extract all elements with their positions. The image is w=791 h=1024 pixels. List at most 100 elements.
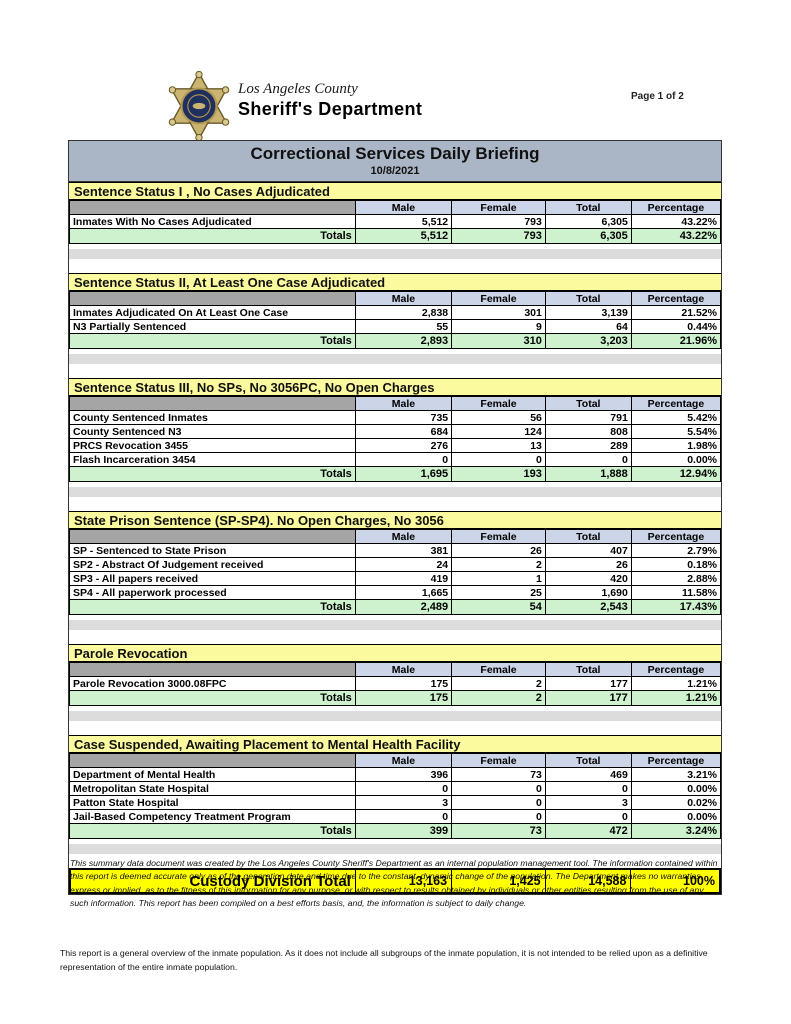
- gap-gray-band: [69, 844, 721, 854]
- section-title: Sentence Status III, No SPs, No 3056PC, …: [69, 378, 721, 396]
- row-value: 0: [544, 809, 632, 824]
- row-value: 791: [544, 410, 632, 425]
- row-label: County Sentenced Inmates: [69, 410, 356, 425]
- report-section: Sentence Status II, At Least One Case Ad…: [69, 273, 722, 378]
- row-value: 0: [451, 781, 546, 796]
- table-row: County Sentenced N3 684 124 808 5.54%: [69, 424, 722, 439]
- totals-value: 1,888: [544, 466, 632, 482]
- section-title: Parole Revocation: [69, 644, 721, 662]
- totals-value: 310: [451, 333, 546, 349]
- row-value: 396: [354, 767, 453, 782]
- section-gap: [69, 620, 721, 644]
- totals-value: 1.21%: [630, 690, 722, 706]
- row-value: 808: [544, 424, 632, 439]
- row-value: 25: [451, 585, 546, 600]
- row-value: 26: [544, 557, 632, 572]
- report-title-band: Correctional Services Daily Briefing 10/…: [69, 141, 721, 182]
- column-header-row: Male Female Total Percentage: [69, 662, 722, 677]
- report-section: State Prison Sentence (SP-SP4). No Open …: [69, 511, 722, 644]
- row-label: Metropolitan State Hospital: [69, 781, 356, 796]
- section-gap: [69, 487, 721, 511]
- totals-value: 43.22%: [630, 228, 722, 244]
- totals-value: 399: [354, 823, 453, 839]
- row-value: 1: [451, 571, 546, 586]
- section-table: Male Female Total Percentage Inmates Adjudic…: [69, 291, 722, 349]
- row-label: Parole Revocation 3000.08FPC: [69, 676, 356, 691]
- row-label: Inmates With No Cases Adjudicated: [69, 214, 356, 229]
- column-header: Percentage: [630, 753, 722, 768]
- row-value: 735: [354, 410, 453, 425]
- totals-label: Totals: [69, 599, 356, 615]
- row-label: N3 Partially Sentenced: [69, 319, 356, 334]
- totals-label: Totals: [69, 823, 356, 839]
- custody-total-female: 1,425: [451, 868, 546, 894]
- table-row: Inmates Adjudicated On At Least One Case…: [69, 305, 722, 320]
- row-value: 407: [544, 543, 632, 558]
- row-label: Inmates Adjudicated On At Least One Case: [69, 305, 356, 320]
- row-value: 5.42%: [630, 410, 722, 425]
- totals-label: Totals: [69, 333, 356, 349]
- table-row: Jail-Based Competency Treatment Program 0…: [69, 809, 722, 824]
- row-value: 9: [451, 319, 546, 334]
- row-value: 21.52%: [630, 305, 722, 320]
- column-header-row: Male Female Total Percentage: [69, 753, 722, 768]
- row-value: 0: [451, 452, 546, 467]
- row-value: 13: [451, 438, 546, 453]
- corner-cell: [69, 291, 356, 306]
- column-header: Male: [354, 662, 453, 677]
- row-value: 175: [354, 676, 453, 691]
- totals-value: 2: [451, 690, 546, 706]
- report-section: Parole Revocation Male Female Total Percenta…: [69, 644, 722, 735]
- totals-row: Totals 2,489 54 2,543 17.43%: [69, 599, 722, 615]
- report-date: 10/8/2021: [370, 165, 420, 177]
- gap-gray-band: [69, 487, 721, 497]
- row-value: 0: [544, 781, 632, 796]
- totals-value: 73: [451, 823, 546, 839]
- row-label: Patton State Hospital: [69, 795, 356, 810]
- section-title: Sentence Status II, At Least One Case Ad…: [69, 273, 721, 291]
- table-row: County Sentenced Inmates 735 56 791 5.42%: [69, 410, 722, 425]
- column-header: Male: [354, 200, 453, 215]
- row-value: 1,690: [544, 585, 632, 600]
- totals-value: 12.94%: [630, 466, 722, 482]
- column-header: Total: [544, 753, 632, 768]
- section-table: Male Female Total Percentage Inmates With No…: [69, 200, 722, 244]
- column-header: Total: [544, 291, 632, 306]
- custody-total-percentage: 100%: [630, 868, 721, 894]
- column-header: Female: [451, 396, 546, 411]
- column-header: Female: [451, 200, 546, 215]
- brand-department: Sheriff's Department: [238, 99, 423, 119]
- table-row: Parole Revocation 3000.08FPC 175 2 177 1.21%: [69, 676, 722, 691]
- column-header: Percentage: [630, 291, 722, 306]
- corner-cell: [69, 529, 356, 544]
- totals-row: Totals 1,695 193 1,888 12.94%: [69, 466, 722, 482]
- row-value: 0: [544, 452, 632, 467]
- table-row: SP2 - Abstract Of Judgement received 24 2 2…: [69, 557, 722, 572]
- row-value: 0: [354, 452, 453, 467]
- gap-gray-band: [69, 354, 721, 364]
- section-table: Male Female Total Percentage Department of M…: [69, 753, 722, 839]
- table-row: Metropolitan State Hospital 0 0 0 0.00%: [69, 781, 722, 796]
- row-value: 0: [354, 809, 453, 824]
- section-table: Male Female Total Percentage SP - Sentenced …: [69, 529, 722, 615]
- table-row: Flash Incarceration 3454 0 0 0 0.00%: [69, 452, 722, 467]
- totals-row: Totals 175 2 177 1.21%: [69, 690, 722, 706]
- row-label: SP4 - All paperwork processed: [69, 585, 356, 600]
- row-value: 177: [544, 676, 632, 691]
- gap-gray-band: [69, 620, 721, 630]
- row-value: 276: [354, 438, 453, 453]
- table-row: Patton State Hospital 3 0 3 0.02%: [69, 795, 722, 810]
- corner-cell: [69, 200, 356, 215]
- row-value: 289: [544, 438, 632, 453]
- section-title: Case Suspended, Awaiting Placement to Me…: [69, 735, 721, 753]
- gap-gray-band: [69, 711, 721, 721]
- row-label: Flash Incarceration 3454: [69, 452, 356, 467]
- column-header-row: Male Female Total Percentage: [69, 291, 722, 306]
- row-value: 0: [451, 809, 546, 824]
- row-value: 381: [354, 543, 453, 558]
- row-value: 43.22%: [630, 214, 722, 229]
- column-header: Total: [544, 662, 632, 677]
- corner-cell: [69, 753, 356, 768]
- section-gap: [69, 711, 721, 735]
